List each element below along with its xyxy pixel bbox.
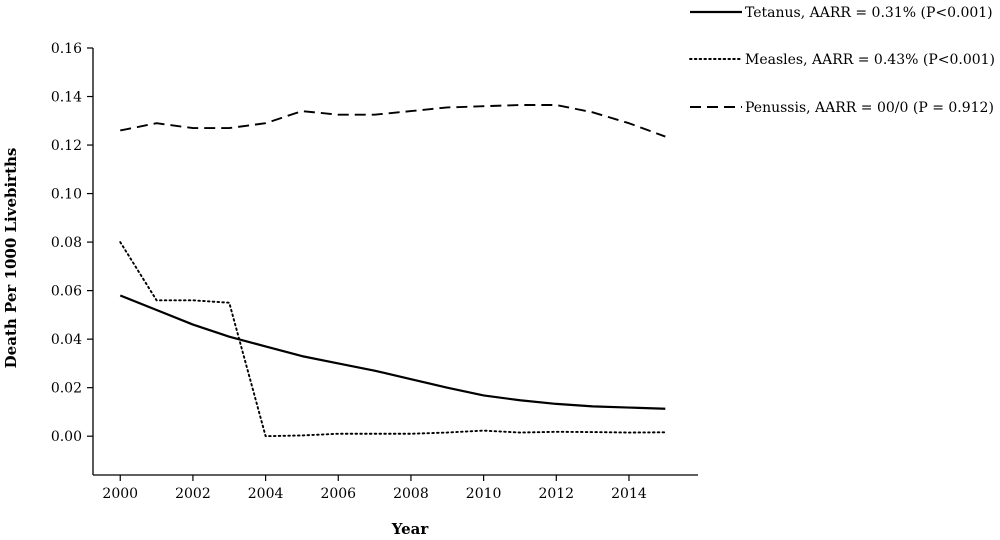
y-tick-label: 0.04 bbox=[51, 332, 82, 348]
x-axis-ticks: 2000 2002 2004 2006 2008 2010 2012 2014 bbox=[102, 475, 647, 502]
series-line-penussis bbox=[120, 104, 666, 138]
x-tick-label: 2004 bbox=[248, 486, 284, 502]
y-tick-label: 0.14 bbox=[51, 90, 82, 106]
x-tick-label: 2006 bbox=[320, 486, 356, 502]
legend-label: Tetanus, AARR = 0.31% (P<0.001) bbox=[745, 5, 993, 21]
y-tick-label: 0.02 bbox=[51, 381, 82, 397]
x-tick-label: 2008 bbox=[393, 486, 429, 502]
legend-label: Measles, AARR = 0.43% (P<0.001) bbox=[745, 52, 995, 68]
series-line-measles bbox=[119, 241, 667, 438]
x-tick-label: 2010 bbox=[466, 486, 502, 502]
y-tick-label: 0.08 bbox=[51, 235, 82, 251]
series-lines bbox=[119, 104, 667, 438]
y-tick-label: 0.00 bbox=[51, 429, 82, 445]
x-axis-title: Year bbox=[391, 520, 430, 538]
plot-area: 0.00 0.02 0.04 0.06 0.08 0.10 0.12 0.14 0.16 200… bbox=[51, 41, 698, 502]
x-tick-label: 2002 bbox=[175, 486, 211, 502]
y-axis-title: Death Per 1000 Livebirths bbox=[2, 148, 20, 369]
legend-label: Penussis, AARR = 00/0 (P = 0.912) bbox=[745, 100, 994, 116]
series-line-tetanus bbox=[119, 294, 666, 410]
legend: Tetanus, AARR = 0.31% (P<0.001) Measles, … bbox=[689, 5, 995, 116]
y-tick-label: 0.16 bbox=[51, 41, 82, 57]
y-axis-ticks: 0.00 0.02 0.04 0.06 0.08 0.10 0.12 0.14 0.16 bbox=[51, 41, 93, 445]
y-tick-label: 0.06 bbox=[51, 284, 82, 300]
x-tick-label: 2000 bbox=[102, 486, 138, 502]
y-tick-label: 0.12 bbox=[51, 138, 82, 154]
y-tick-label: 0.10 bbox=[51, 187, 82, 203]
x-tick-label: 2012 bbox=[538, 486, 574, 502]
x-tick-label: 2014 bbox=[611, 486, 647, 502]
